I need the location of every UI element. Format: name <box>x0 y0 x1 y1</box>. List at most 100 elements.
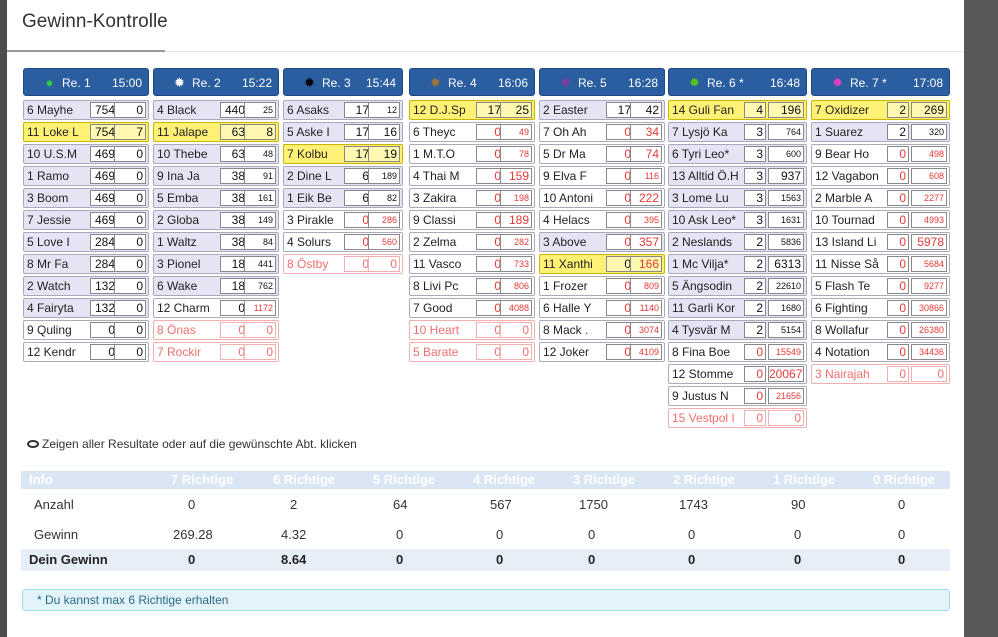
horse-row[interactable]: 7 Oxidizer 2 269 <box>811 100 950 120</box>
horse-row[interactable]: 11 Garli Kor 2 1680 <box>668 298 807 318</box>
horse-row[interactable]: 11 Nisse Så 0 5684 <box>811 254 950 274</box>
horse-row[interactable]: 8 Livi Pc 0 806 <box>409 276 535 296</box>
horse-row[interactable]: 10 U.S.M 469 0 <box>23 144 149 164</box>
horse-row[interactable]: 6 Wake 18 762 <box>153 276 279 296</box>
horse-row[interactable]: 3 Boom 469 0 <box>23 188 149 208</box>
horse-row[interactable]: 10 Tournad 0 4993 <box>811 210 950 230</box>
horse-row[interactable]: 7 Kolbu 17 19 <box>283 144 403 164</box>
horse-row[interactable]: 6 Mayhe 754 0 <box>23 100 149 120</box>
race-header-5[interactable]: ✹ Re. 5 16:28 <box>539 68 665 96</box>
horse-row[interactable]: 10 Ask Leo* 3 1631 <box>668 210 807 230</box>
horse-row[interactable]: 2 Easter 17 42 <box>539 100 665 120</box>
horse-row[interactable]: 8 Mack . 0 3074 <box>539 320 665 340</box>
horse-row[interactable]: 13 Alltid Ö.H 3 937 <box>668 166 807 186</box>
horse-row[interactable]: 11 Loke L 754 7 <box>23 122 149 142</box>
horse-row[interactable]: 5 Aske I 17 16 <box>283 122 403 142</box>
horse-row[interactable]: 1 Waltz 38 84 <box>153 232 279 252</box>
horse-payout: 0 <box>114 278 146 294</box>
horse-row[interactable]: 5 Ängsodin 2 22610 <box>668 276 807 296</box>
horse-row[interactable]: 6 Theyc 0 49 <box>409 122 535 142</box>
horse-name: 9 Bear Ho <box>815 147 870 161</box>
page-scrollbar[interactable] <box>964 0 998 637</box>
horse-row[interactable]: 6 Halle Y 0 1140 <box>539 298 665 318</box>
horse-row[interactable]: 8 Wollafur 0 26380 <box>811 320 950 340</box>
horse-row[interactable]: 12 Charm 0 1172 <box>153 298 279 318</box>
horse-row[interactable]: 4 Thai M 0 159 <box>409 166 535 186</box>
horse-row[interactable]: 5 Love I 284 0 <box>23 232 149 252</box>
horse-row[interactable]: 8 Östby 0 0 <box>283 254 403 274</box>
horse-row[interactable]: 5 Barate 0 0 <box>409 342 535 362</box>
horse-row[interactable]: 5 Emba 38 161 <box>153 188 279 208</box>
horse-row[interactable]: 2 Marble A 0 2277 <box>811 188 950 208</box>
horse-row[interactable]: 7 Good 0 4088 <box>409 298 535 318</box>
horse-payout: 937 <box>768 168 804 184</box>
horse-row[interactable]: 1 Suarez 2 320 <box>811 122 950 142</box>
horse-row[interactable]: 11 Vasco 0 733 <box>409 254 535 274</box>
race-header-6[interactable]: ✹ Re. 6 * 16:48 <box>668 68 807 96</box>
horse-payout: 0 <box>500 322 532 338</box>
horse-payout: 5978 <box>911 234 947 250</box>
horse-row[interactable]: 2 Globa 38 149 <box>153 210 279 230</box>
horse-row[interactable]: 6 Fighting 0 30866 <box>811 298 950 318</box>
horse-row[interactable]: 1 Frozer 0 809 <box>539 276 665 296</box>
horse-row[interactable]: 6 Asaks 17 12 <box>283 100 403 120</box>
horse-row[interactable]: 7 Oh Ah 0 34 <box>539 122 665 142</box>
horse-row[interactable]: 6 Tyri Leo* 3 600 <box>668 144 807 164</box>
horse-row[interactable]: 3 Lome Lu 3 1563 <box>668 188 807 208</box>
horse-row[interactable]: 10 Thebe 63 48 <box>153 144 279 164</box>
race-column-6: ✹ Re. 6 * 16:48 14 Guli Fan 4 196 7 Lysjö Ka 3 7… <box>668 68 807 430</box>
horse-row[interactable]: 7 Lysjö Ka 3 764 <box>668 122 807 142</box>
horse-row[interactable]: 2 Dine L 6 189 <box>283 166 403 186</box>
horse-row[interactable]: 9 Elva F 0 116 <box>539 166 665 186</box>
horse-row[interactable]: 10 Antoni 0 222 <box>539 188 665 208</box>
horse-row[interactable]: 1 Mc Vilja* 2 6313 <box>668 254 807 274</box>
horse-row[interactable]: 9 Justus N 0 21656 <box>668 386 807 406</box>
race-header-1[interactable]: ● Re. 1 15:00 <box>23 68 149 96</box>
horse-row[interactable]: 4 Black 440 25 <box>153 100 279 120</box>
horse-row[interactable]: 12 Vagabon 0 608 <box>811 166 950 186</box>
horse-row[interactable]: 1 Eik Be 6 82 <box>283 188 403 208</box>
horse-row[interactable]: 11 Xanthi 0 166 <box>539 254 665 274</box>
horse-row[interactable]: 7 Rockir 0 0 <box>153 342 279 362</box>
horse-row[interactable]: 5 Dr Ma 0 74 <box>539 144 665 164</box>
horse-row[interactable]: 1 Ramo 469 0 <box>23 166 149 186</box>
horse-row[interactable]: 4 Fairyta 132 0 <box>23 298 149 318</box>
horse-row[interactable]: 8 Önas 0 0 <box>153 320 279 340</box>
horse-row[interactable]: 10 Heart 0 0 <box>409 320 535 340</box>
race-header-3[interactable]: ✹ Re. 3 15:44 <box>283 68 403 96</box>
race-header-7[interactable]: ✹ Re. 7 * 17:08 <box>811 68 950 96</box>
horse-row[interactable]: 3 Pirakle 0 286 <box>283 210 403 230</box>
horse-row[interactable]: 2 Neslands 2 5836 <box>668 232 807 252</box>
horse-row[interactable]: 9 Quling 0 0 <box>23 320 149 340</box>
horse-row[interactable]: 4 Notation 0 34436 <box>811 342 950 362</box>
horse-row[interactable]: 7 Jessie 469 0 <box>23 210 149 230</box>
horse-row[interactable]: 5 Flash Te 0 9277 <box>811 276 950 296</box>
horse-row[interactable]: 11 Jalape 63 8 <box>153 122 279 142</box>
horse-row[interactable]: 12 D.J.Sp 17 25 <box>409 100 535 120</box>
horse-row[interactable]: 3 Zakira 0 198 <box>409 188 535 208</box>
horse-row[interactable]: 4 Helacs 0 395 <box>539 210 665 230</box>
horse-row[interactable]: 9 Ina Ja 38 91 <box>153 166 279 186</box>
horse-row[interactable]: 4 Solurs 0 560 <box>283 232 403 252</box>
horse-row[interactable]: 3 Pionel 18 441 <box>153 254 279 274</box>
eye-icon[interactable] <box>27 440 39 448</box>
horse-payout: 5154 <box>768 322 804 338</box>
race-header-2[interactable]: ✹ Re. 2 15:22 <box>153 68 279 96</box>
horse-row[interactable]: 12 Stomme 0 20067 <box>668 364 807 384</box>
horse-row[interactable]: 3 Nairajah 0 0 <box>811 364 950 384</box>
horse-row[interactable]: 4 Tysvär M 2 5154 <box>668 320 807 340</box>
horse-row[interactable]: 13 Island Li 0 5978 <box>811 232 950 252</box>
horse-row[interactable]: 9 Classi 0 189 <box>409 210 535 230</box>
horse-row[interactable]: 1 M.T.O 0 78 <box>409 144 535 164</box>
horse-row[interactable]: 8 Fina Boe 0 15549 <box>668 342 807 362</box>
horse-row[interactable]: 12 Kendr 0 0 <box>23 342 149 362</box>
race-header-4[interactable]: ✹ Re. 4 16:06 <box>409 68 535 96</box>
horse-row[interactable]: 8 Mr Fa 284 0 <box>23 254 149 274</box>
horse-row[interactable]: 3 Above 0 357 <box>539 232 665 252</box>
horse-row[interactable]: 2 Watch 132 0 <box>23 276 149 296</box>
horse-row[interactable]: 9 Bear Ho 0 498 <box>811 144 950 164</box>
horse-row[interactable]: 14 Guli Fan 4 196 <box>668 100 807 120</box>
horse-row[interactable]: 2 Zelma 0 282 <box>409 232 535 252</box>
horse-row[interactable]: 12 Joker 0 4109 <box>539 342 665 362</box>
